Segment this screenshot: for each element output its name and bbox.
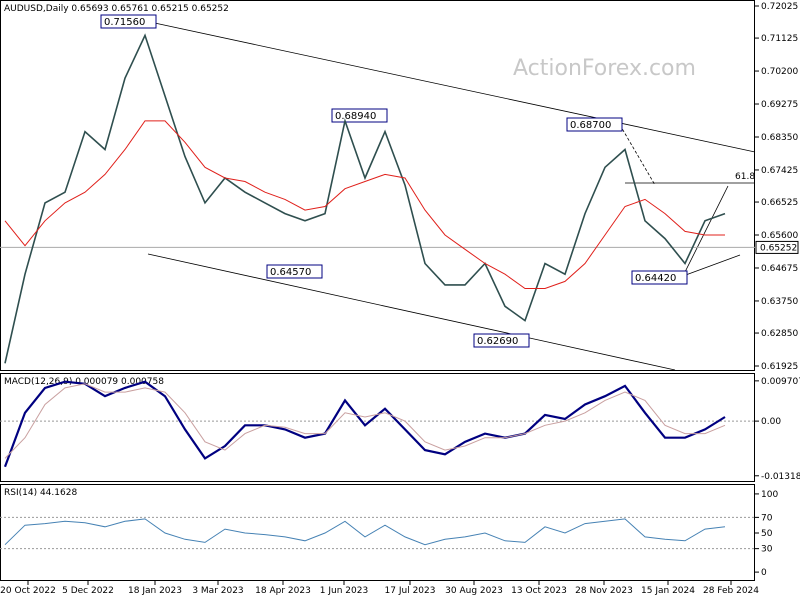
rsi-title: RSI(14) 44.1628 [4,488,77,498]
macd-panel [0,373,755,482]
y-tick-label: 0.65600 [761,231,798,241]
annotation-box [331,108,388,123]
current-label: 0.65252 [760,243,797,253]
upper-channel [149,21,756,153]
watermark: ActionForex.com [513,56,696,81]
y-tick-label: 0.61925 [761,362,798,372]
y-tick-label: 0.69275 [761,100,798,110]
lower-channel [147,253,676,371]
y-tick-label: 0.68350 [761,133,798,143]
series-line [4,383,726,459]
x-tick-label: 1 Jun 2023 [320,586,368,596]
x-tick-label: 17 Jul 2023 [385,586,436,596]
annotation-box [566,117,623,132]
triangle-lower [682,254,741,277]
price-panel [0,0,755,371]
rsi-panel [0,484,755,581]
x-tick-label: 28 Nov 2023 [575,586,633,596]
y-tick-label: 0 [761,568,767,578]
y-tick-label: 0.67425 [761,166,798,176]
x-tick-label: 5 Dec 2022 [62,586,114,596]
y-tick-label: 0.72025 [761,2,798,12]
y-tick-label: 0.71125 [761,34,798,44]
annotation-box [473,333,530,348]
y-tick-label: 0.66525 [761,198,798,208]
annotation: 0.64570 [270,267,311,278]
y-tick-label: 0.70200 [761,67,798,77]
y-tick-label: 0.009707 [761,377,800,387]
y-tick-label: 0.62850 [761,329,798,339]
x-tick-label: 28 Feb 2024 [703,586,759,596]
y-tick-label: 30 [761,545,773,555]
annotation: 0.71560 [104,17,145,28]
triangle-upper [682,185,729,277]
x-tick-label: 15 Jan 2024 [641,586,695,596]
price-title: AUDUSD,Daily 0.65693 0.65761 0.65215 0.6… [4,4,229,14]
series-line [4,518,726,546]
x-tick-label: 18 Jan 2023 [128,586,182,596]
y-tick-label: 70 [761,513,773,523]
annotation: 0.68940 [335,111,376,122]
macd-title: MACD(12,26,9) 0.000079 0.000758 [4,377,164,387]
annotation: 0.68700 [570,120,611,131]
y-tick-label: 100 [761,490,778,500]
current-box [755,240,799,254]
annotation: 61.8 [735,172,755,182]
y-tick-label: 50 [761,529,773,539]
dashed-line [619,124,656,186]
trendlines [147,21,756,371]
x-tick-label: 18 Apr 2023 [255,586,311,596]
annotation: 0.64420 [635,273,676,284]
series-line [3,380,726,468]
annotation-box [100,14,157,29]
series-line [4,33,726,364]
x-tick-label: 13 Oct 2023 [511,586,567,596]
annotation-box [266,264,323,279]
annotations: 0.71560 0.68940 0.68700 0.64570 0.62690 … [100,14,755,348]
y-tick-label: 0.63750 [761,297,798,307]
annotation: 0.62690 [477,336,518,347]
y-tick-label: 0.00 [761,417,781,427]
y-tick-label: 0.64675 [761,264,798,274]
x-tick-label: 3 Mar 2023 [192,586,243,596]
x-tick-label: 30 Aug 2023 [445,586,503,596]
x-tick-label: 20 Oct 2022 [0,586,56,596]
series-line [4,120,725,289]
annotation-box [631,270,688,285]
